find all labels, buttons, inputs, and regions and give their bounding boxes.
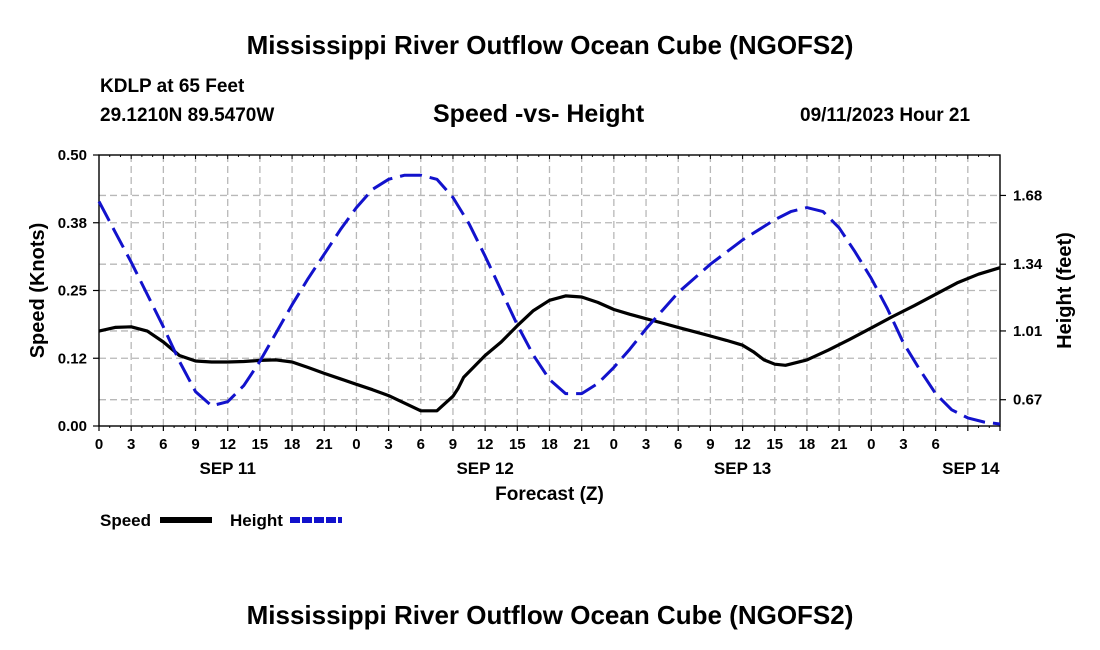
y-tick-label: 0.12 [58, 350, 87, 367]
y-tick-label: 0.25 [58, 283, 87, 300]
x-tick-label: 12 [477, 436, 494, 453]
legend-height-label: Height [230, 511, 283, 530]
x-tick-label: 12 [219, 436, 236, 453]
x-tick-label: 15 [252, 436, 269, 453]
y2-tick-label: 0.67 [1013, 392, 1042, 409]
x-tick-label: 3 [642, 436, 650, 453]
speed-series-line [98, 266, 1001, 413]
x-tick-label: 9 [449, 436, 457, 453]
y2-tick-label: 1.34 [1013, 256, 1043, 273]
y-tick-label: 0.00 [58, 418, 87, 435]
x-date-label: SEP 14 [942, 459, 1000, 478]
x-tick-label: 3 [127, 436, 135, 453]
chart-subtitle: Speed -vs- Height [433, 100, 645, 128]
x-axis-title: Forecast (Z) [495, 484, 604, 505]
x-date-label: SEP 11 [200, 459, 256, 478]
x-tick-label: 21 [573, 436, 590, 453]
x-date-label: SEP 13 [714, 459, 771, 478]
y2-axis-title: Height (feet) [1054, 232, 1076, 349]
x-tick-label: 18 [799, 436, 816, 453]
x-tick-label: 18 [541, 436, 558, 453]
x-tick-label: 6 [931, 436, 939, 453]
y2-tick-label: 1.68 [1013, 187, 1042, 204]
x-tick-label: 0 [352, 436, 360, 453]
station-label: KDLP at 65 Feet [100, 76, 245, 97]
axes [93, 154, 1006, 431]
x-tick-label: 0 [610, 436, 618, 453]
y-tick-label: 0.38 [58, 215, 87, 232]
legend: Speed Height [100, 511, 342, 530]
x-tick-label: 18 [284, 436, 301, 453]
x-tick-label: 9 [706, 436, 714, 453]
x-tick-label: 21 [831, 436, 848, 453]
x-tick-label: 15 [766, 436, 783, 453]
grid-lines [99, 155, 1000, 426]
footer-title: Mississippi River Outflow Ocean Cube (NG… [246, 600, 854, 630]
chart-title: Mississippi River Outflow Ocean Cube (NG… [246, 30, 854, 60]
x-tick-label: 9 [191, 436, 199, 453]
y-axis-title: Speed (Knots) [27, 223, 49, 359]
height-series-line [97, 173, 1001, 426]
coordinates-label: 29.1210N 89.5470W [100, 105, 275, 126]
x-tick-label: 6 [159, 436, 167, 453]
x-tick-label: 0 [95, 436, 103, 453]
x-tick-label: 12 [734, 436, 751, 453]
x-tick-label: 0 [867, 436, 875, 453]
x-tick-label: 15 [509, 436, 526, 453]
y2-tick-label: 1.01 [1013, 323, 1042, 340]
x-tick-label: 6 [417, 436, 425, 453]
x-tick-label: 3 [384, 436, 392, 453]
x-tick-label: 21 [316, 436, 333, 453]
legend-speed-label: Speed [100, 511, 151, 530]
y-tick-label: 0.50 [58, 147, 87, 164]
x-tick-label: 3 [899, 436, 907, 453]
x-date-label: SEP 12 [456, 459, 513, 478]
series-lines [97, 173, 1001, 426]
x-tick-label: 6 [674, 436, 682, 453]
axis-labels: 0 3 6 9 12 15 18 21 0 3 6 9 12 15 18 21 0 3 6 9 12 15 18 21 0 3 6S… [27, 147, 1076, 505]
forecast-datetime: 09/11/2023 Hour 21 [800, 105, 971, 126]
